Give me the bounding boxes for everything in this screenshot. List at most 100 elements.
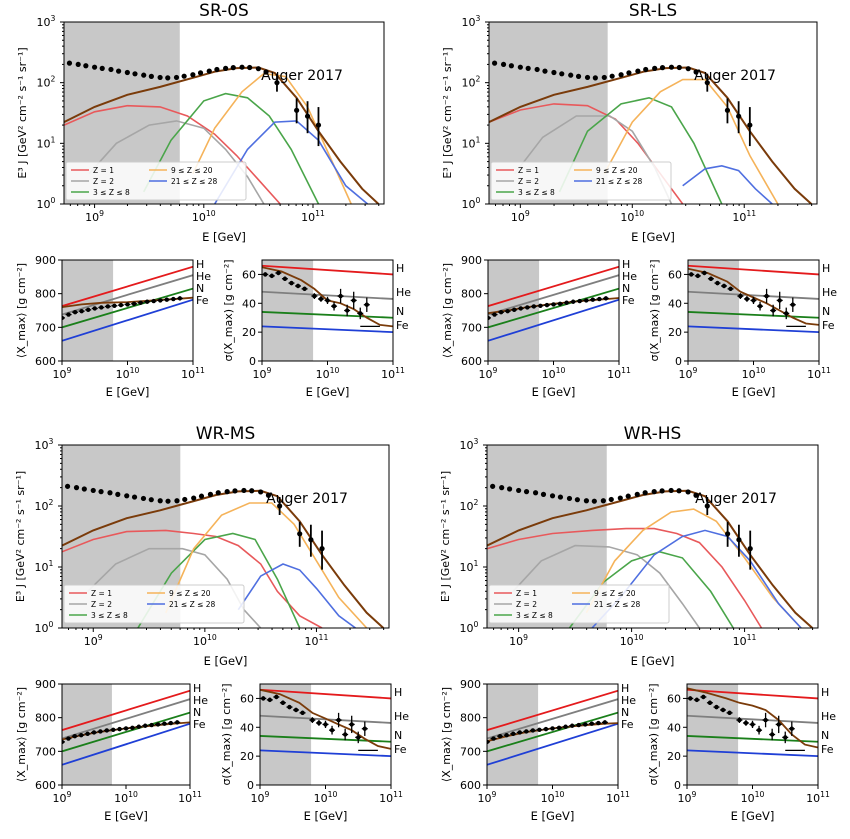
auger-data-point xyxy=(297,531,303,537)
composition-line-h xyxy=(262,264,393,276)
auger-data-point xyxy=(574,497,580,503)
data-point xyxy=(517,730,522,735)
plot-area xyxy=(62,684,190,785)
legend-label: 9 ≤ Z ≤ 20 xyxy=(594,589,636,598)
auger-data-point xyxy=(263,69,269,75)
auger-data-point xyxy=(182,496,188,503)
model-line xyxy=(688,267,819,326)
x-tick-label: 109 xyxy=(84,633,103,648)
auger-label: Auger 2017 xyxy=(694,68,776,84)
data-point xyxy=(707,700,713,705)
data-point xyxy=(695,273,701,279)
plot-area xyxy=(487,684,618,785)
auger-data-point xyxy=(173,74,180,81)
plot-area xyxy=(488,260,619,361)
auger-data-point xyxy=(517,64,523,70)
legend-label: 3 ≤ Z ≤ 8 xyxy=(91,611,128,620)
series-line-z1 xyxy=(487,527,763,628)
auger-label: Auger 2017 xyxy=(261,68,343,84)
legend-label: Z = 1 xyxy=(516,589,537,598)
data-point xyxy=(92,306,97,311)
x-tick-label: 1011 xyxy=(381,366,405,381)
composition-label-n: N xyxy=(396,305,404,318)
auger-data-point xyxy=(157,498,163,504)
auger-data-point xyxy=(304,113,311,119)
x-tick-label: 1010 xyxy=(314,790,338,805)
data-point xyxy=(342,732,348,737)
composition-line-n xyxy=(62,287,193,329)
data-point xyxy=(750,722,755,727)
data-point xyxy=(524,729,529,734)
mean-xmax-panel-sr-ls: 600 700 800 900 E [GeV] ⟨X_max⟩ [g cm⁻²] HHeNF… xyxy=(441,254,637,399)
auger-data-point xyxy=(704,503,710,509)
legend-label: 3 ≤ Z ≤ 8 xyxy=(93,188,130,197)
x-tick-label: 1010 xyxy=(620,633,644,648)
data-point xyxy=(505,308,510,314)
x-tick-label: 1010 xyxy=(116,366,140,381)
data-point xyxy=(498,309,504,315)
data-point xyxy=(66,312,71,317)
data-point xyxy=(136,724,141,729)
auger-data-point xyxy=(676,488,682,494)
auger-data-point xyxy=(107,490,113,496)
data-point xyxy=(318,296,324,302)
auger-data-point xyxy=(609,73,615,79)
composition-line-n xyxy=(62,711,190,753)
y-tick-label: 102 xyxy=(462,75,481,90)
data-point xyxy=(316,720,322,726)
auger-data-point xyxy=(116,68,122,74)
auger-data-point xyxy=(668,64,675,70)
data-point xyxy=(602,720,608,725)
data-point xyxy=(105,304,111,309)
x-tick-label: 1011 xyxy=(305,633,329,648)
data-point xyxy=(349,722,354,727)
composition-line-h xyxy=(260,688,391,700)
auger-data-point xyxy=(255,66,262,72)
y-tick-label: 40 xyxy=(668,297,682,310)
composition-line-h xyxy=(687,688,818,700)
panel-title: WR-HS xyxy=(624,424,682,444)
y-tick-label: 101 xyxy=(37,135,56,150)
auger-data-point xyxy=(618,72,624,78)
data-point xyxy=(769,732,775,737)
data-point xyxy=(118,302,124,308)
sigma-xmax-panel-wr-hs: 0 20 40 60 E [GeV] σ(X_max) [g cm⁻²] H He NFe xyxy=(647,683,836,823)
x-tick-label: 1010 xyxy=(742,366,766,381)
y-axis-label: σ(X_max) [g cm⁻²] xyxy=(648,259,661,361)
y-tick-label: 600 xyxy=(460,779,481,792)
data-point xyxy=(276,270,281,276)
legend-label: 21 ≤ Z ≤ 28 xyxy=(596,177,643,186)
auger-data-point xyxy=(506,486,513,492)
data-point xyxy=(79,732,84,738)
series-line-z4 xyxy=(603,78,779,204)
auger-data-point xyxy=(249,488,255,494)
legend-label: Z = 2 xyxy=(516,600,537,609)
data-point xyxy=(267,697,273,703)
y-axis-label: σ(X_max) [g cm⁻²] xyxy=(222,259,235,361)
y-tick-label: 100 xyxy=(37,196,56,211)
composition-label-n: N xyxy=(621,706,629,719)
auger-data-point xyxy=(634,491,640,497)
x-tick-label: 1011 xyxy=(806,790,830,805)
x-tick-label: 109 xyxy=(53,366,72,381)
y-tick-label: 101 xyxy=(460,559,479,574)
data-point xyxy=(491,736,496,741)
x-tick-label: 109 xyxy=(478,790,497,805)
x-tick-label: 109 xyxy=(509,633,528,648)
legend-label: 21 ≤ Z ≤ 28 xyxy=(171,177,218,186)
composition-line-he xyxy=(688,290,819,300)
auger-data-point xyxy=(685,489,691,495)
auger-data-point xyxy=(274,80,280,86)
y-tick-label: 102 xyxy=(35,498,54,513)
y-tick-label: 600 xyxy=(35,779,56,792)
panel-title: WR-MS xyxy=(196,424,256,444)
y-tick-label: 20 xyxy=(667,750,681,763)
data-point xyxy=(295,283,301,289)
composition-label-fe: Fe xyxy=(196,294,209,307)
y-tick-label: 103 xyxy=(37,14,56,29)
auger-data-point xyxy=(214,66,220,73)
y-axis-label: E³ J [GeV² cm⁻² s⁻¹ sr⁻¹] xyxy=(16,47,29,178)
auger-data-point xyxy=(584,74,591,81)
series-line-z3 xyxy=(142,92,320,204)
auger-data-point xyxy=(247,64,253,71)
